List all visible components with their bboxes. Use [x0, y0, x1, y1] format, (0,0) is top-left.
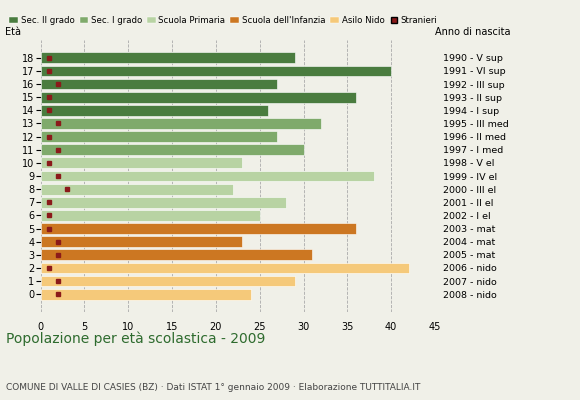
Bar: [41, 118, 321, 129]
Bar: [41, 158, 242, 168]
Bar: [41, 276, 295, 286]
Bar: [41, 131, 277, 142]
Bar: [41, 66, 391, 76]
Text: Popolazione per età scolastica - 2009: Popolazione per età scolastica - 2009: [6, 332, 265, 346]
Bar: [41, 184, 233, 194]
Bar: [41, 144, 303, 155]
Bar: [41, 52, 295, 63]
Bar: [41, 236, 242, 247]
Bar: [41, 92, 356, 102]
Text: COMUNE DI VALLE DI CASIES (BZ) · Dati ISTAT 1° gennaio 2009 · Elaborazione TUTTI: COMUNE DI VALLE DI CASIES (BZ) · Dati IS…: [6, 383, 420, 392]
Bar: [41, 105, 269, 116]
Bar: [41, 197, 286, 208]
Text: Età: Età: [5, 27, 21, 37]
Bar: [41, 223, 356, 234]
Text: Anno di nascita: Anno di nascita: [435, 27, 510, 37]
Bar: [41, 262, 409, 273]
Bar: [41, 171, 374, 181]
Legend: Sec. II grado, Sec. I grado, Scuola Primaria, Scuola dell'Infanzia, Asilo Nido, : Sec. II grado, Sec. I grado, Scuola Prim…: [9, 16, 437, 25]
Bar: [41, 250, 312, 260]
Bar: [41, 289, 251, 300]
Bar: [41, 79, 277, 90]
Bar: [41, 210, 260, 221]
